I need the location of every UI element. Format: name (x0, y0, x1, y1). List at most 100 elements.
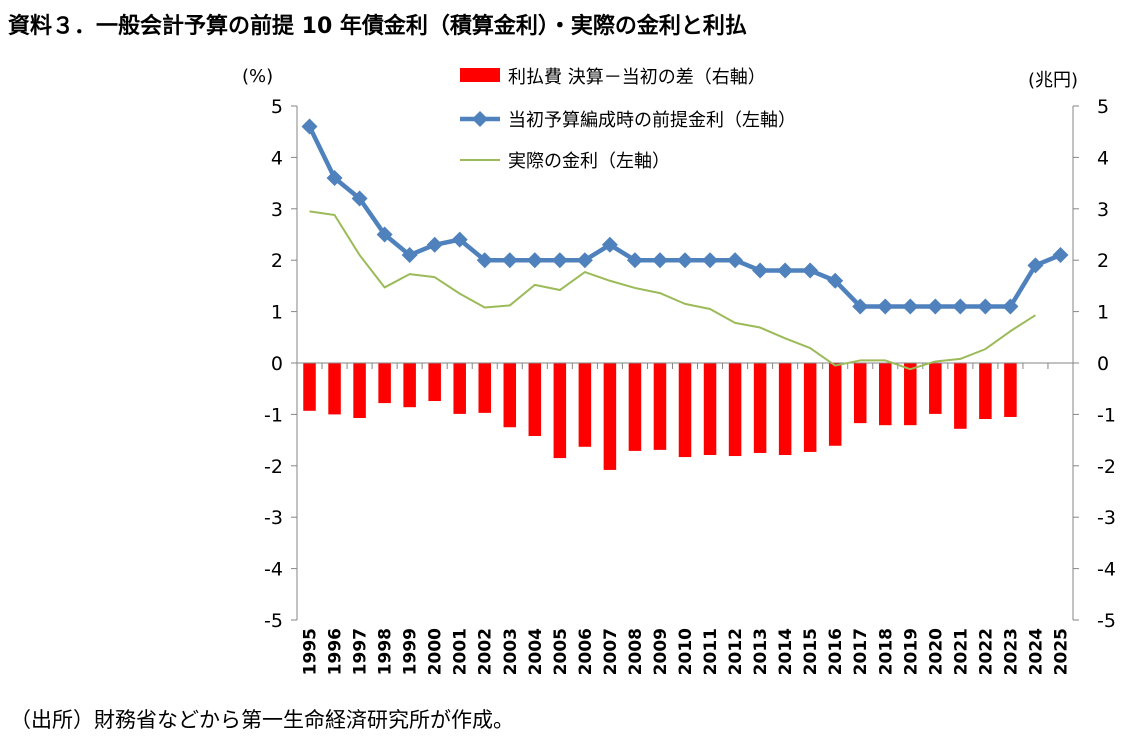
x-tick-label: 1997 (351, 628, 371, 675)
x-tick-label: 1999 (401, 628, 421, 675)
budget-rate-marker-1995 (301, 118, 318, 135)
left-tick-label: 2 (271, 250, 283, 272)
bar-2005 (553, 363, 567, 459)
bar-2021 (954, 363, 967, 429)
right-tick-label: 1 (1097, 302, 1109, 324)
chart-title: 資料３．一般会計予算の前提 10 年債金利（積算金利）・実際の金利と利払 (8, 14, 747, 39)
budget-rate-marker-2000 (426, 236, 443, 253)
left-tick-label: 4 (271, 147, 283, 169)
x-tick-label: 2010 (676, 628, 696, 675)
x-tick-label: 2015 (801, 628, 821, 675)
right-tick-label: -4 (1097, 559, 1116, 581)
x-tick-label: 2021 (951, 628, 971, 675)
x-tick-label: 2017 (851, 628, 871, 675)
bar-2018 (879, 363, 892, 426)
x-tick-label: 2018 (876, 628, 896, 675)
x-tick-label: 2016 (826, 628, 846, 675)
right-axis-unit: (兆円) (1028, 70, 1078, 91)
budget-rate-marker-2017 (852, 298, 869, 315)
bar-2007 (603, 363, 617, 470)
x-tick-label: 2013 (751, 628, 771, 675)
bar-2015 (803, 363, 817, 452)
budget-rate-marker-2013 (752, 262, 769, 279)
left-tick-label: -3 (264, 507, 283, 529)
x-tick-label: 1995 (301, 628, 321, 675)
x-tick-label: 2001 (451, 628, 471, 675)
x-tick-label: 2025 (1051, 628, 1071, 675)
budget-rate-marker-2007 (601, 236, 618, 253)
budget-rate-marker-2023 (1002, 298, 1019, 315)
left-tick-label: -4 (264, 559, 283, 581)
bar-2011 (703, 363, 717, 456)
left-tick-label: -1 (264, 404, 283, 426)
bar-2016 (828, 363, 842, 446)
source-note: （出所）財務省などから第一生命経済研究所が作成。 (10, 708, 514, 732)
budget-rate-marker-1997 (351, 190, 368, 207)
x-tick-label: 2009 (651, 628, 671, 675)
budget-rate-marker-1996 (326, 169, 343, 186)
x-tick-label: 2014 (776, 628, 796, 675)
x-tick-label: 2020 (926, 628, 946, 675)
bar-2006 (578, 363, 592, 447)
left-tick-label: 5 (271, 96, 283, 118)
budget-rate-marker-2014 (777, 262, 794, 279)
legend-label-actual: 実際の金利（左軸） (508, 151, 670, 172)
right-tick-label: 2 (1097, 250, 1109, 272)
bar-2002 (478, 363, 491, 413)
budget-rate-marker-2012 (727, 252, 744, 269)
x-tick-label: 2004 (526, 628, 546, 675)
legend-label-bar: 利払費 決算－当初の差（右軸） (508, 67, 766, 88)
x-tick-label: 2003 (501, 628, 521, 675)
budget-rate-marker-2015 (802, 262, 819, 279)
x-tick-label: 2005 (551, 628, 571, 675)
budget-rate-marker-2010 (677, 252, 693, 269)
x-tick-label: 1998 (376, 628, 396, 675)
x-tick-label: 2022 (976, 628, 996, 675)
x-tick-label: 2012 (726, 628, 746, 675)
bar-2009 (653, 363, 667, 450)
left-axis-unit: (%) (242, 66, 273, 87)
bar-2010 (678, 363, 692, 458)
x-tick-label: 2000 (426, 628, 446, 675)
bar-2003 (503, 363, 517, 428)
bar-2004 (528, 363, 542, 436)
budget-rate-marker-2024 (1027, 257, 1044, 274)
budget-rate-marker-2020 (927, 298, 944, 315)
bar-2001 (453, 363, 466, 414)
budget-rate-marker-2005 (551, 252, 568, 269)
right-tick-label: -5 (1097, 610, 1116, 632)
budget-rate-marker-2001 (451, 231, 468, 248)
x-tick-label: 2008 (626, 628, 646, 675)
bar-2022 (979, 363, 992, 420)
bar-2013 (753, 363, 767, 453)
left-tick-label: 3 (271, 199, 283, 221)
budget-rate-marker-2021 (952, 298, 969, 315)
x-tick-label: 2024 (1026, 628, 1046, 675)
budget-rate-marker-2025 (1052, 247, 1069, 264)
bar-2008 (628, 363, 642, 451)
left-tick-label: -5 (264, 610, 283, 632)
legend-marker-budget (472, 111, 488, 127)
right-tick-label: -1 (1097, 404, 1116, 426)
budget-rate-marker-2003 (501, 252, 518, 269)
actual-rate-line (309, 210, 1036, 371)
budget-rate-marker-2002 (476, 252, 493, 269)
budget-rate-marker-1999 (401, 247, 418, 264)
bar-1997 (353, 363, 366, 418)
right-tick-label: 3 (1097, 199, 1109, 221)
budget-rate-marker-2009 (651, 252, 668, 269)
right-tick-label: 5 (1097, 96, 1109, 118)
x-tick-label: 2011 (701, 628, 721, 675)
bar-2023 (1004, 363, 1017, 417)
x-tick-label: 2019 (901, 628, 921, 675)
x-tick-label: 2023 (1001, 628, 1021, 675)
x-tick-label: 2006 (576, 628, 596, 675)
budget-rate-marker-2006 (576, 252, 593, 269)
left-tick-label: -2 (264, 456, 283, 478)
budget-rate-marker-2016 (827, 272, 844, 289)
right-tick-label: -3 (1097, 507, 1116, 529)
budget-rate-marker-2018 (877, 298, 894, 315)
bar-2000 (428, 363, 441, 402)
bar-2020 (929, 363, 942, 414)
x-tick-label: 2007 (601, 628, 621, 675)
